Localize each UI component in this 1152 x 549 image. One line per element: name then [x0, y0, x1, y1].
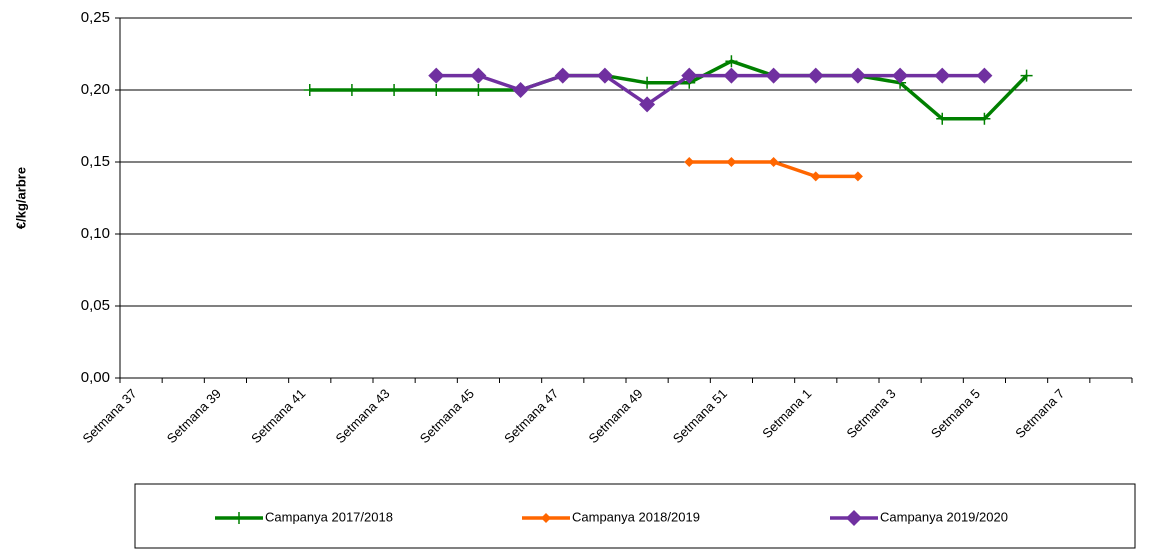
marker — [684, 157, 695, 167]
y-axis-title: €/kg/arbre — [13, 167, 28, 229]
marker — [345, 84, 358, 96]
marker — [554, 67, 571, 84]
y-tick-label: 0,00 — [81, 369, 110, 386]
legend-label: Campanya 2017/2018 — [265, 509, 393, 524]
marker — [233, 512, 245, 524]
marker — [725, 55, 738, 68]
marker — [388, 84, 401, 96]
y-tick-label: 0,15 — [81, 153, 110, 170]
marker — [639, 96, 656, 113]
marker — [846, 510, 862, 526]
y-tick-label: 0,25 — [81, 9, 110, 26]
x-tick-label: Setmana 3 — [844, 386, 899, 441]
y-tick-label: 0,10 — [81, 225, 110, 242]
x-tick-label: Setmana 49 — [585, 386, 645, 446]
y-tick-label: 0,05 — [81, 297, 110, 314]
legend-label: Campanya 2019/2020 — [880, 509, 1008, 524]
marker — [681, 67, 698, 84]
marker — [978, 112, 991, 125]
x-tick-label: Setmana 43 — [332, 386, 392, 446]
marker — [936, 112, 949, 125]
marker — [768, 157, 779, 167]
marker — [810, 171, 821, 182]
x-tick-label: Setmana 51 — [670, 386, 730, 446]
x-tick-label: Setmana 39 — [164, 386, 224, 446]
marker — [849, 67, 866, 84]
marker — [472, 84, 485, 96]
x-tick-label: Setmana 41 — [248, 386, 308, 446]
x-tick-label: Setmana 1 — [759, 386, 814, 441]
marker — [541, 513, 551, 523]
series-line — [309, 59, 1028, 121]
marker — [470, 67, 487, 84]
x-tick-label: Setmana 7 — [1012, 386, 1067, 441]
marker — [976, 67, 993, 84]
marker — [1020, 69, 1033, 82]
x-tick-label: Setmana 45 — [417, 386, 477, 446]
marker — [726, 157, 737, 167]
marker — [303, 84, 316, 96]
marker — [852, 171, 863, 182]
x-tick-label: Setmana 5 — [928, 386, 983, 441]
marker — [723, 67, 740, 84]
legend-box — [134, 483, 1136, 549]
marker — [765, 67, 782, 84]
marker — [892, 67, 909, 84]
marker — [428, 67, 445, 84]
marker — [596, 67, 613, 84]
x-tick-label: Setmana 47 — [501, 386, 561, 446]
x-tick-label: Setmana 37 — [79, 386, 139, 446]
legend-label: Campanya 2018/2019 — [572, 509, 700, 524]
y-tick-label: 0,20 — [81, 81, 110, 98]
marker — [641, 76, 654, 89]
marker — [430, 84, 443, 96]
marker — [512, 82, 529, 98]
marker — [934, 67, 951, 84]
marker — [807, 67, 824, 84]
